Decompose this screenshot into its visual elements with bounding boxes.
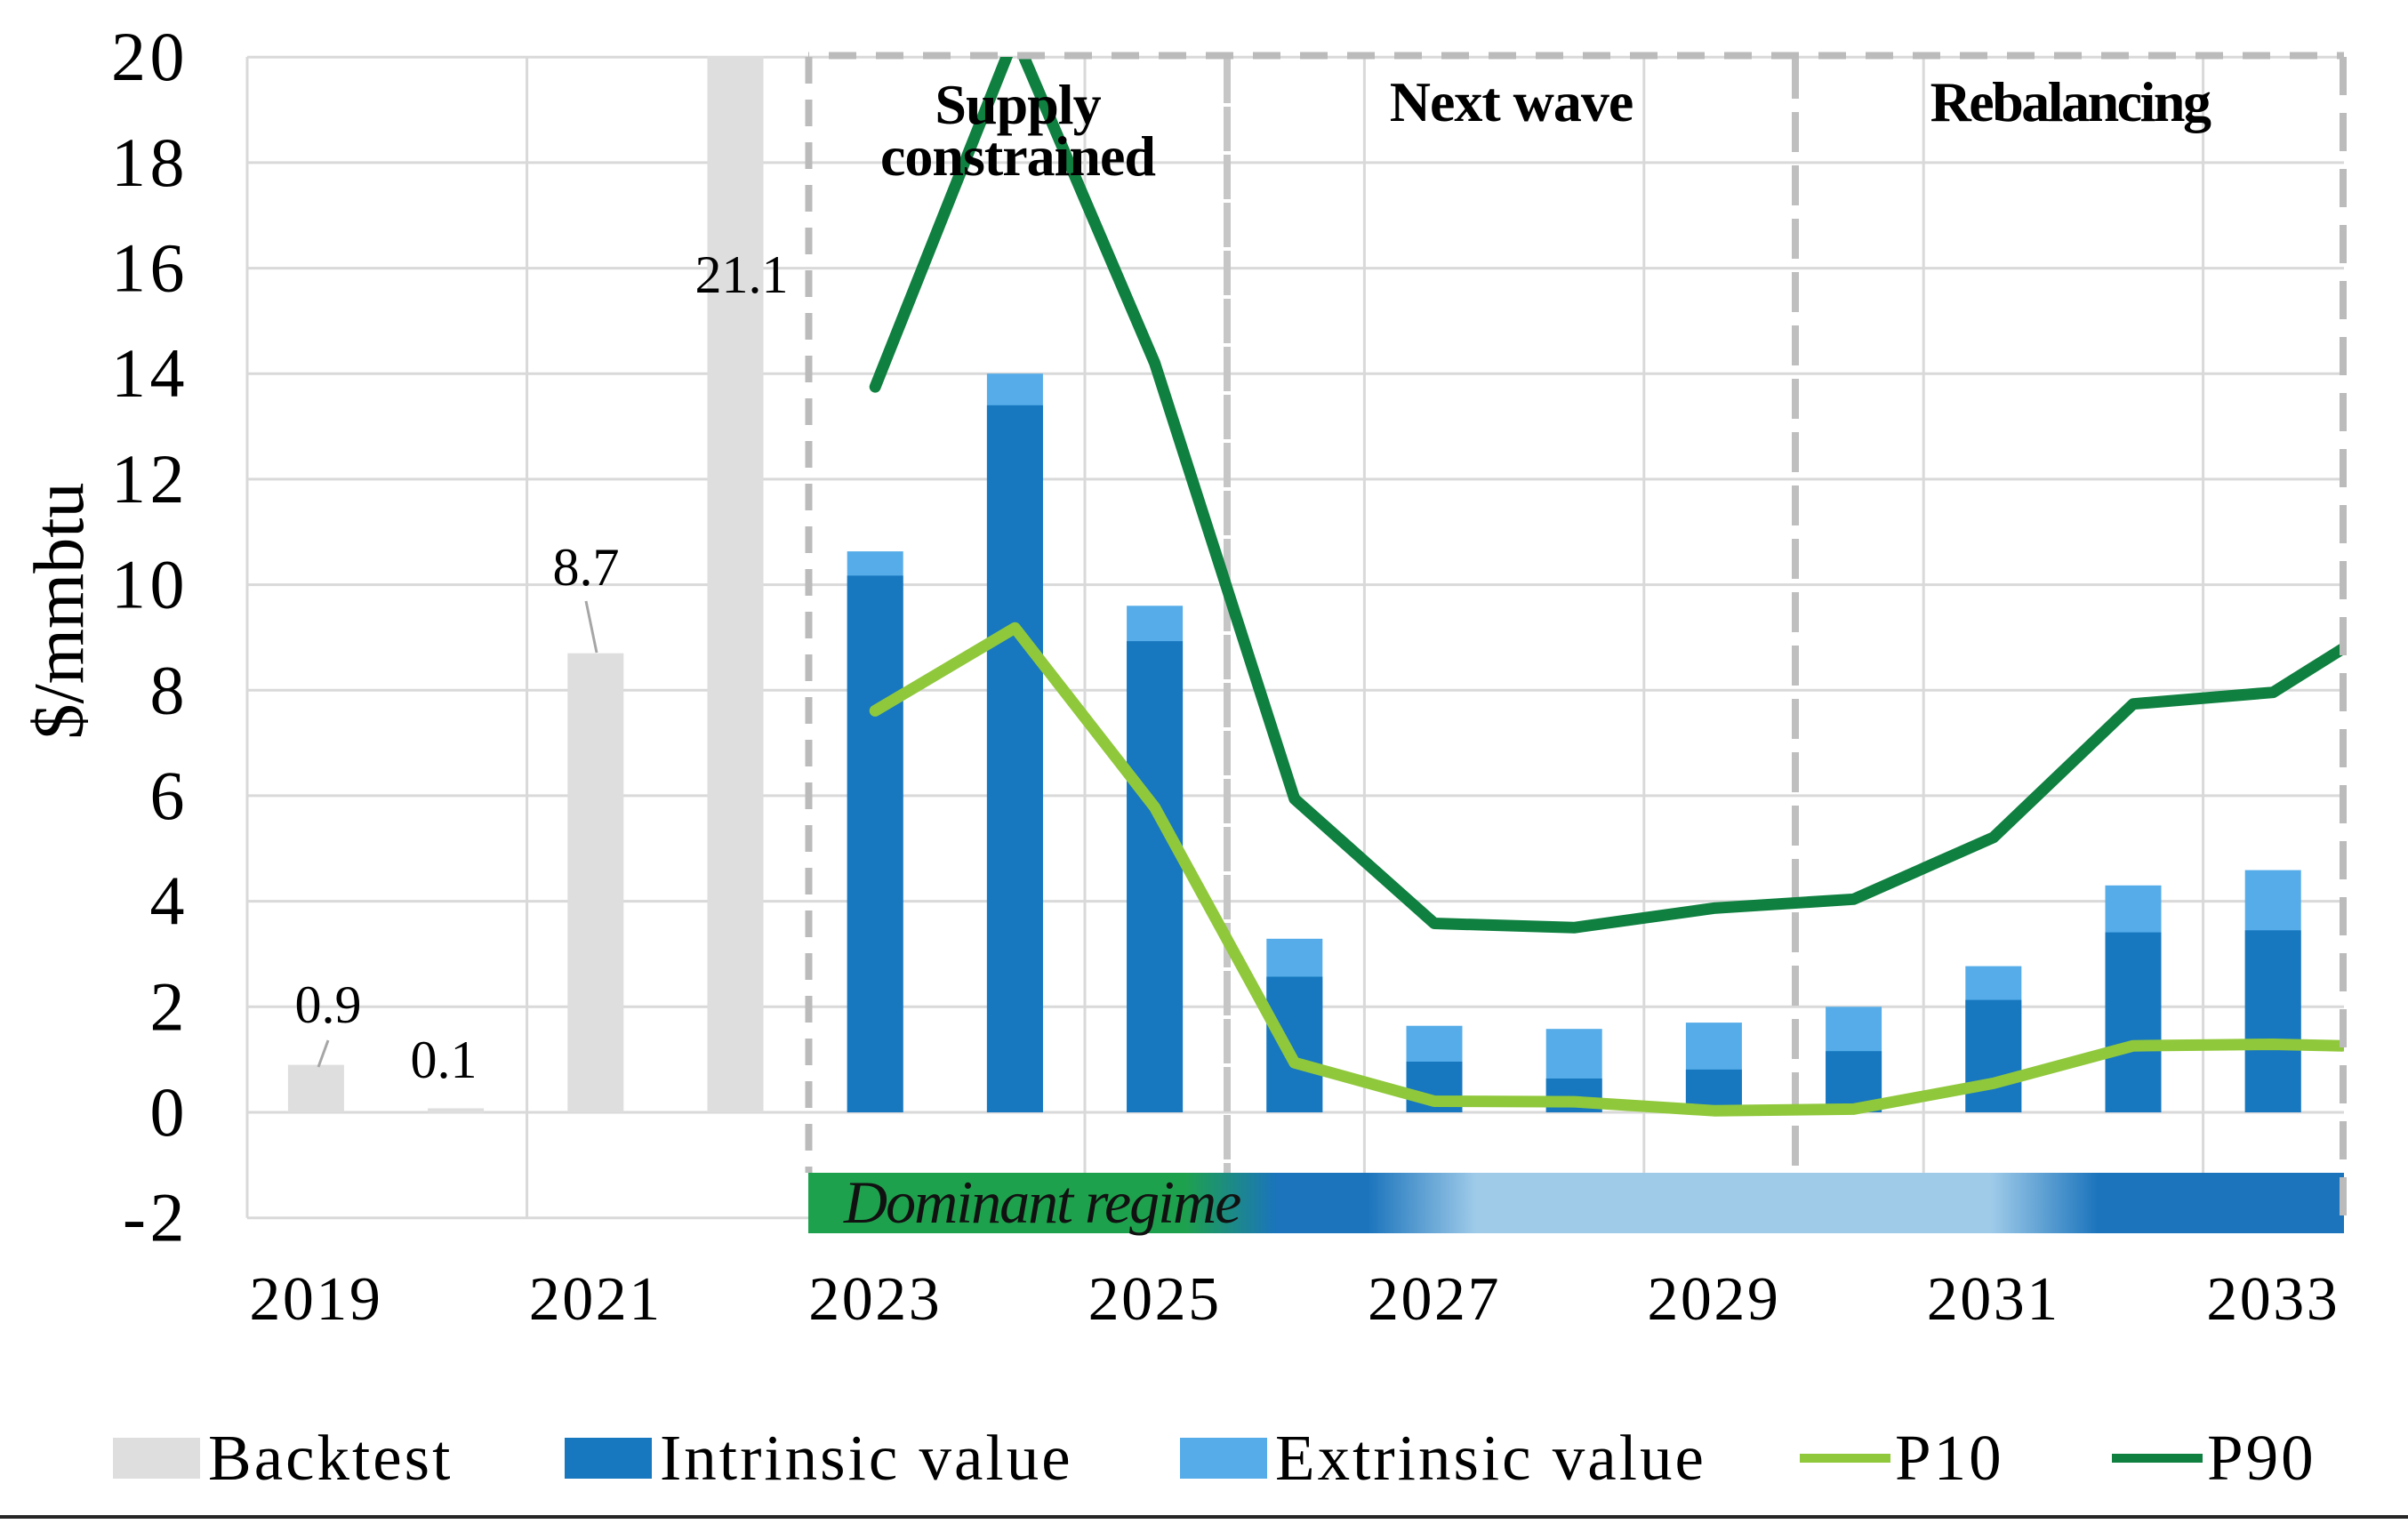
svg-text:21.1: 21.1 [695,245,789,304]
svg-text:Supply: Supply [935,73,1101,136]
svg-text:2031: 2031 [1927,1265,2060,1334]
svg-text:2025: 2025 [1088,1265,1222,1334]
svg-text:0.9: 0.9 [295,975,362,1034]
svg-text:Next wave: Next wave [1390,70,1633,133]
svg-text:$/mmbtu: $/mmbtu [20,483,99,740]
svg-text:14: 14 [111,334,189,412]
svg-text:-2: -2 [123,1179,189,1256]
svg-text:10: 10 [111,546,189,623]
svg-text:Extrinsic value: Extrinsic value [1275,1422,1706,1494]
svg-text:12: 12 [111,440,189,517]
svg-text:Dominant regime: Dominant regime [843,1168,1240,1236]
svg-text:6: 6 [150,757,189,834]
svg-text:2023: 2023 [808,1265,942,1334]
svg-text:0: 0 [150,1073,189,1151]
svg-text:4: 4 [150,862,189,940]
svg-text:2029: 2029 [1647,1265,1780,1334]
svg-text:2027: 2027 [1368,1265,1501,1334]
svg-text:8.7: 8.7 [553,538,620,597]
svg-text:2019: 2019 [249,1265,382,1334]
svg-text:8: 8 [150,651,189,728]
svg-text:0.1: 0.1 [411,1031,478,1089]
svg-text:constrained: constrained [880,124,1155,188]
svg-text:P10: P10 [1895,1422,2004,1494]
svg-text:2021: 2021 [529,1265,662,1334]
svg-text:P90: P90 [2207,1422,2316,1494]
svg-text:2: 2 [150,967,189,1045]
svg-text:16: 16 [111,229,189,307]
svg-text:Intrinsic value: Intrinsic value [660,1422,1073,1494]
svg-text:Backtest: Backtest [208,1422,453,1494]
svg-text:18: 18 [111,124,189,201]
svg-text:Rebalancing: Rebalancing [1930,70,2211,133]
svg-text:2033: 2033 [2206,1265,2340,1334]
svg-text:20: 20 [111,18,189,95]
